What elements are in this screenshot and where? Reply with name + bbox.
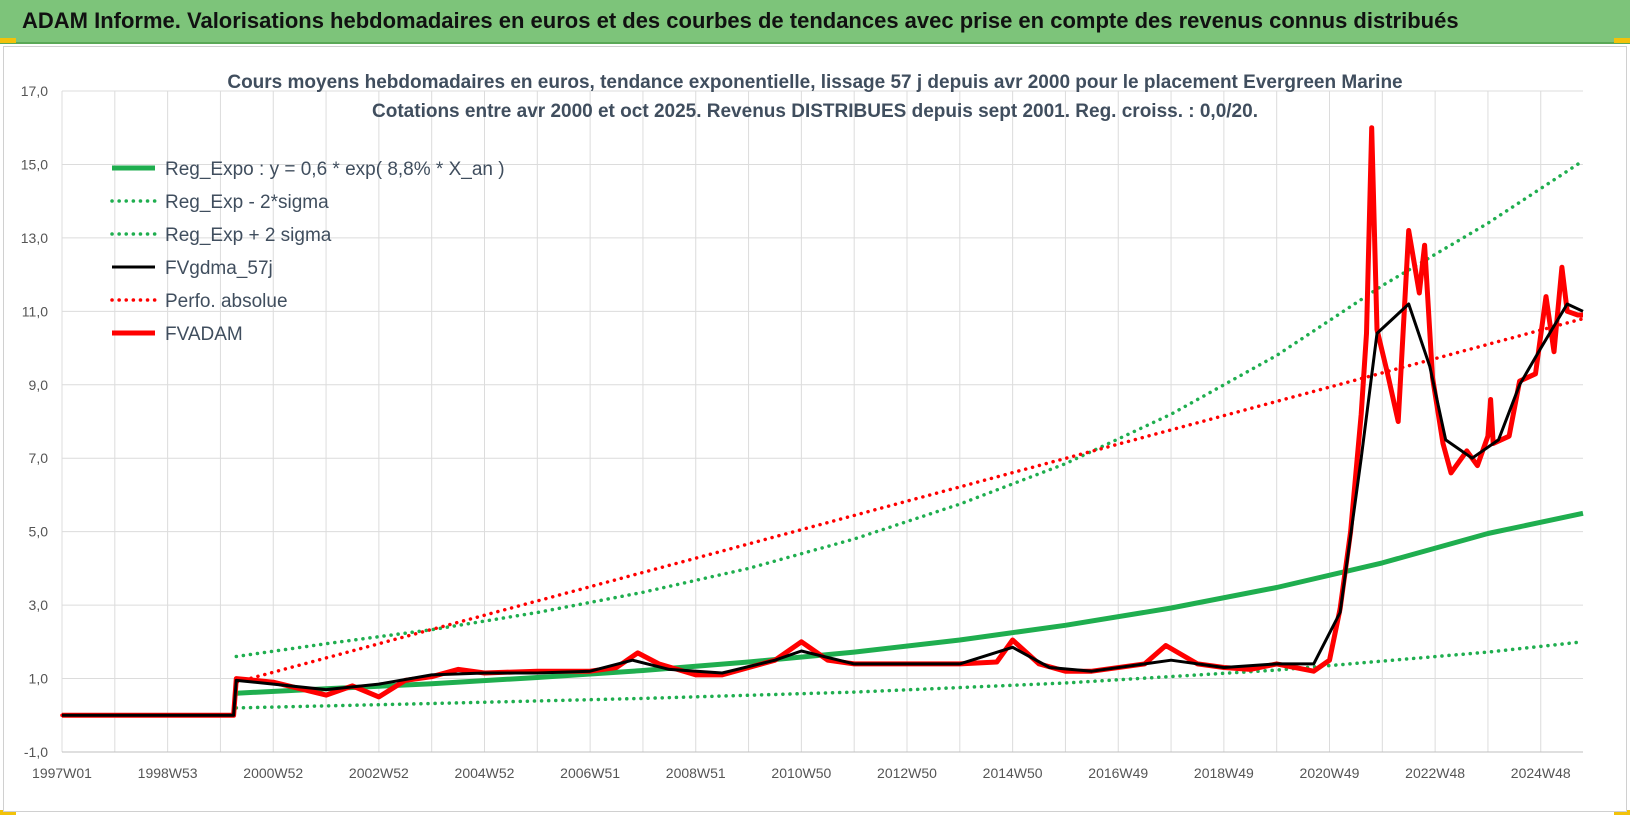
series-line-1 — [234, 640, 1585, 710]
x-tick-label: 2018W49 — [1194, 765, 1254, 781]
series-line-2 — [234, 159, 1585, 659]
x-tick-label: 1998W53 — [138, 765, 198, 781]
chart-title: Cours moyens hebdomadaires en euros, ten… — [227, 72, 1402, 93]
corner-marker-top-right — [1614, 38, 1630, 43]
series-line-0 — [236, 510, 1584, 696]
legend-entry-label: FVgdma_57j — [165, 258, 273, 279]
legend-entry-label: Reg_Exp + 2 sigma — [165, 225, 332, 246]
x-tick-label: 2016W49 — [1088, 765, 1148, 781]
legend-entry-label: Reg_Exp - 2*sigma — [165, 192, 329, 213]
x-tick-label: 2010W50 — [771, 765, 831, 781]
y-tick-label: 11,0 — [22, 303, 48, 319]
x-tick-label: 2008W51 — [666, 765, 726, 781]
x-tick-label: 2024W48 — [1511, 765, 1571, 781]
x-tick-label: 2002W52 — [349, 765, 409, 781]
chart-subtitle: Cotations entre avr 2000 et oct 2025. Re… — [372, 101, 1258, 122]
series-line-5 — [62, 125, 1583, 718]
x-tick-label: 2012W50 — [877, 765, 937, 781]
corner-marker-bottom-left — [0, 810, 16, 815]
y-tick-label: -1,0 — [24, 744, 48, 760]
corner-marker-bottom-right — [1614, 810, 1630, 815]
x-tick-label: 2022W48 — [1405, 765, 1465, 781]
x-tick-label: 2000W52 — [243, 765, 303, 781]
x-tick-label: 2014W50 — [983, 765, 1043, 781]
y-tick-label: 3,0 — [29, 597, 49, 613]
y-tick-label: 1,0 — [29, 671, 49, 687]
corner-marker-top-left — [0, 38, 16, 43]
x-tick-label: 1997W01 — [32, 765, 92, 781]
x-tick-label: 2020W49 — [1300, 765, 1360, 781]
report-banner: ADAM Informe. Valorisations hebdomadaire… — [0, 0, 1630, 44]
series-layer — [60, 125, 1585, 718]
series-line-3 — [62, 302, 1584, 717]
y-tick-label: 9,0 — [29, 377, 49, 393]
report-title: ADAM Informe. Valorisations hebdomadaire… — [22, 8, 1459, 33]
y-tick-label: 7,0 — [29, 450, 49, 466]
legend-entry-label: FVADAM — [165, 324, 243, 345]
axis-layer: -1,0 1,0 3,0 5,0 7,0 9,0 11,0 13,0 15,0 17,0 1997W… — [21, 83, 1583, 781]
x-tick-label: 2004W52 — [455, 765, 515, 781]
legend-entry-label: Reg_Expo : y = 0,6 * exp( 8,8% * X_an ) — [165, 159, 505, 180]
y-tick-label: 5,0 — [29, 524, 49, 540]
y-tick-label: 13,0 — [21, 230, 48, 246]
chart-legend: Reg_Expo : y = 0,6 * exp( 8,8% * X_an ) R… — [110, 159, 505, 345]
legend-entry-label: Perfo. absolue — [165, 291, 288, 312]
x-tick-label: 2006W51 — [560, 765, 620, 781]
y-tick-label: 15,0 — [21, 156, 48, 172]
y-tick-label: 17,0 — [21, 83, 48, 99]
